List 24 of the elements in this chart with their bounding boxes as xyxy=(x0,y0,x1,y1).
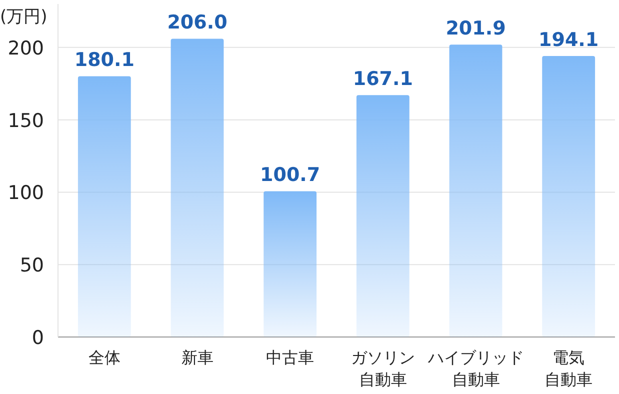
data-label: 100.7 xyxy=(260,164,320,186)
bar xyxy=(356,95,410,337)
y-tick-label: 150 xyxy=(8,110,44,132)
bar xyxy=(264,191,317,337)
data-label: 167.1 xyxy=(352,68,413,90)
x-tick-label: 電気自動車 xyxy=(544,348,593,389)
data-label: 180.1 xyxy=(74,49,134,72)
x-tick-label: 中古車 xyxy=(266,348,314,367)
data-label: 194.1 xyxy=(538,28,599,51)
x-tick-label: ハイブリッド自動車 xyxy=(426,348,524,389)
bar xyxy=(449,44,502,337)
bar xyxy=(542,56,596,337)
y-tick-label: 100 xyxy=(8,182,44,204)
data-label: 206.0 xyxy=(167,12,228,34)
y-axis-title: (万円) xyxy=(0,7,48,27)
x-tick-label: 全体 xyxy=(88,348,120,367)
x-tick-label: 新車 xyxy=(181,348,214,367)
bar xyxy=(170,38,224,337)
x-tick-label: ガソリン自動車 xyxy=(350,348,415,389)
y-tick-label: 0 xyxy=(32,327,44,349)
y-tick-label: 50 xyxy=(20,254,44,277)
y-tick-label: 200 xyxy=(8,37,44,60)
bar xyxy=(78,76,131,337)
data-label: 201.9 xyxy=(446,18,506,40)
